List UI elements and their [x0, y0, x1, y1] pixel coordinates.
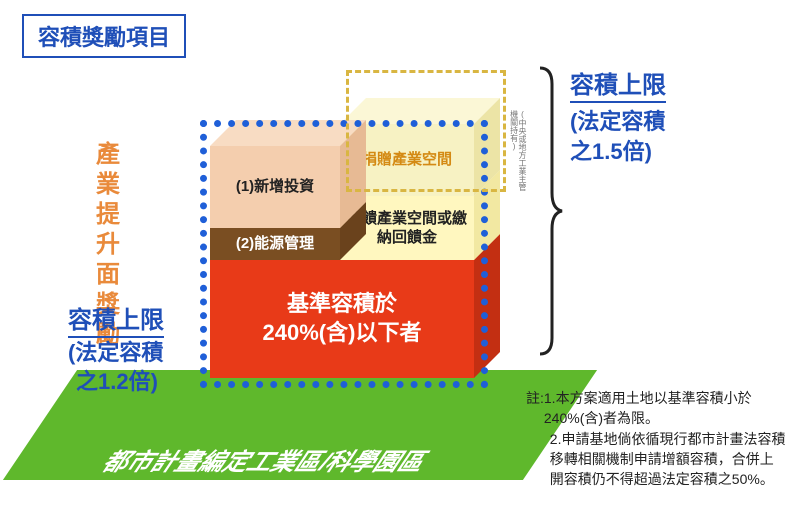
ground-label: 都市計畫編定工業區/科學園區 [96, 442, 438, 477]
left-cap-title: 容積上限 [68, 300, 164, 335]
footnote: 註:1.本方案適用土地以基準容積小於240%(含)者為限。2.申請基地倘依循現行… [526, 388, 786, 489]
title-box: 容積獎勵項目 [22, 14, 186, 58]
left-cap-sub2: 之1.2倍) [76, 364, 158, 396]
right-cap-sub1: (法定容積 [570, 104, 665, 136]
right-cap-title: 容積上限 [570, 65, 666, 100]
brace-right [536, 66, 564, 361]
dash-yellow [346, 70, 506, 192]
right-cap-sub2: 之1.5倍) [570, 134, 652, 166]
left-cap-sub1: (法定容積 [68, 335, 163, 367]
